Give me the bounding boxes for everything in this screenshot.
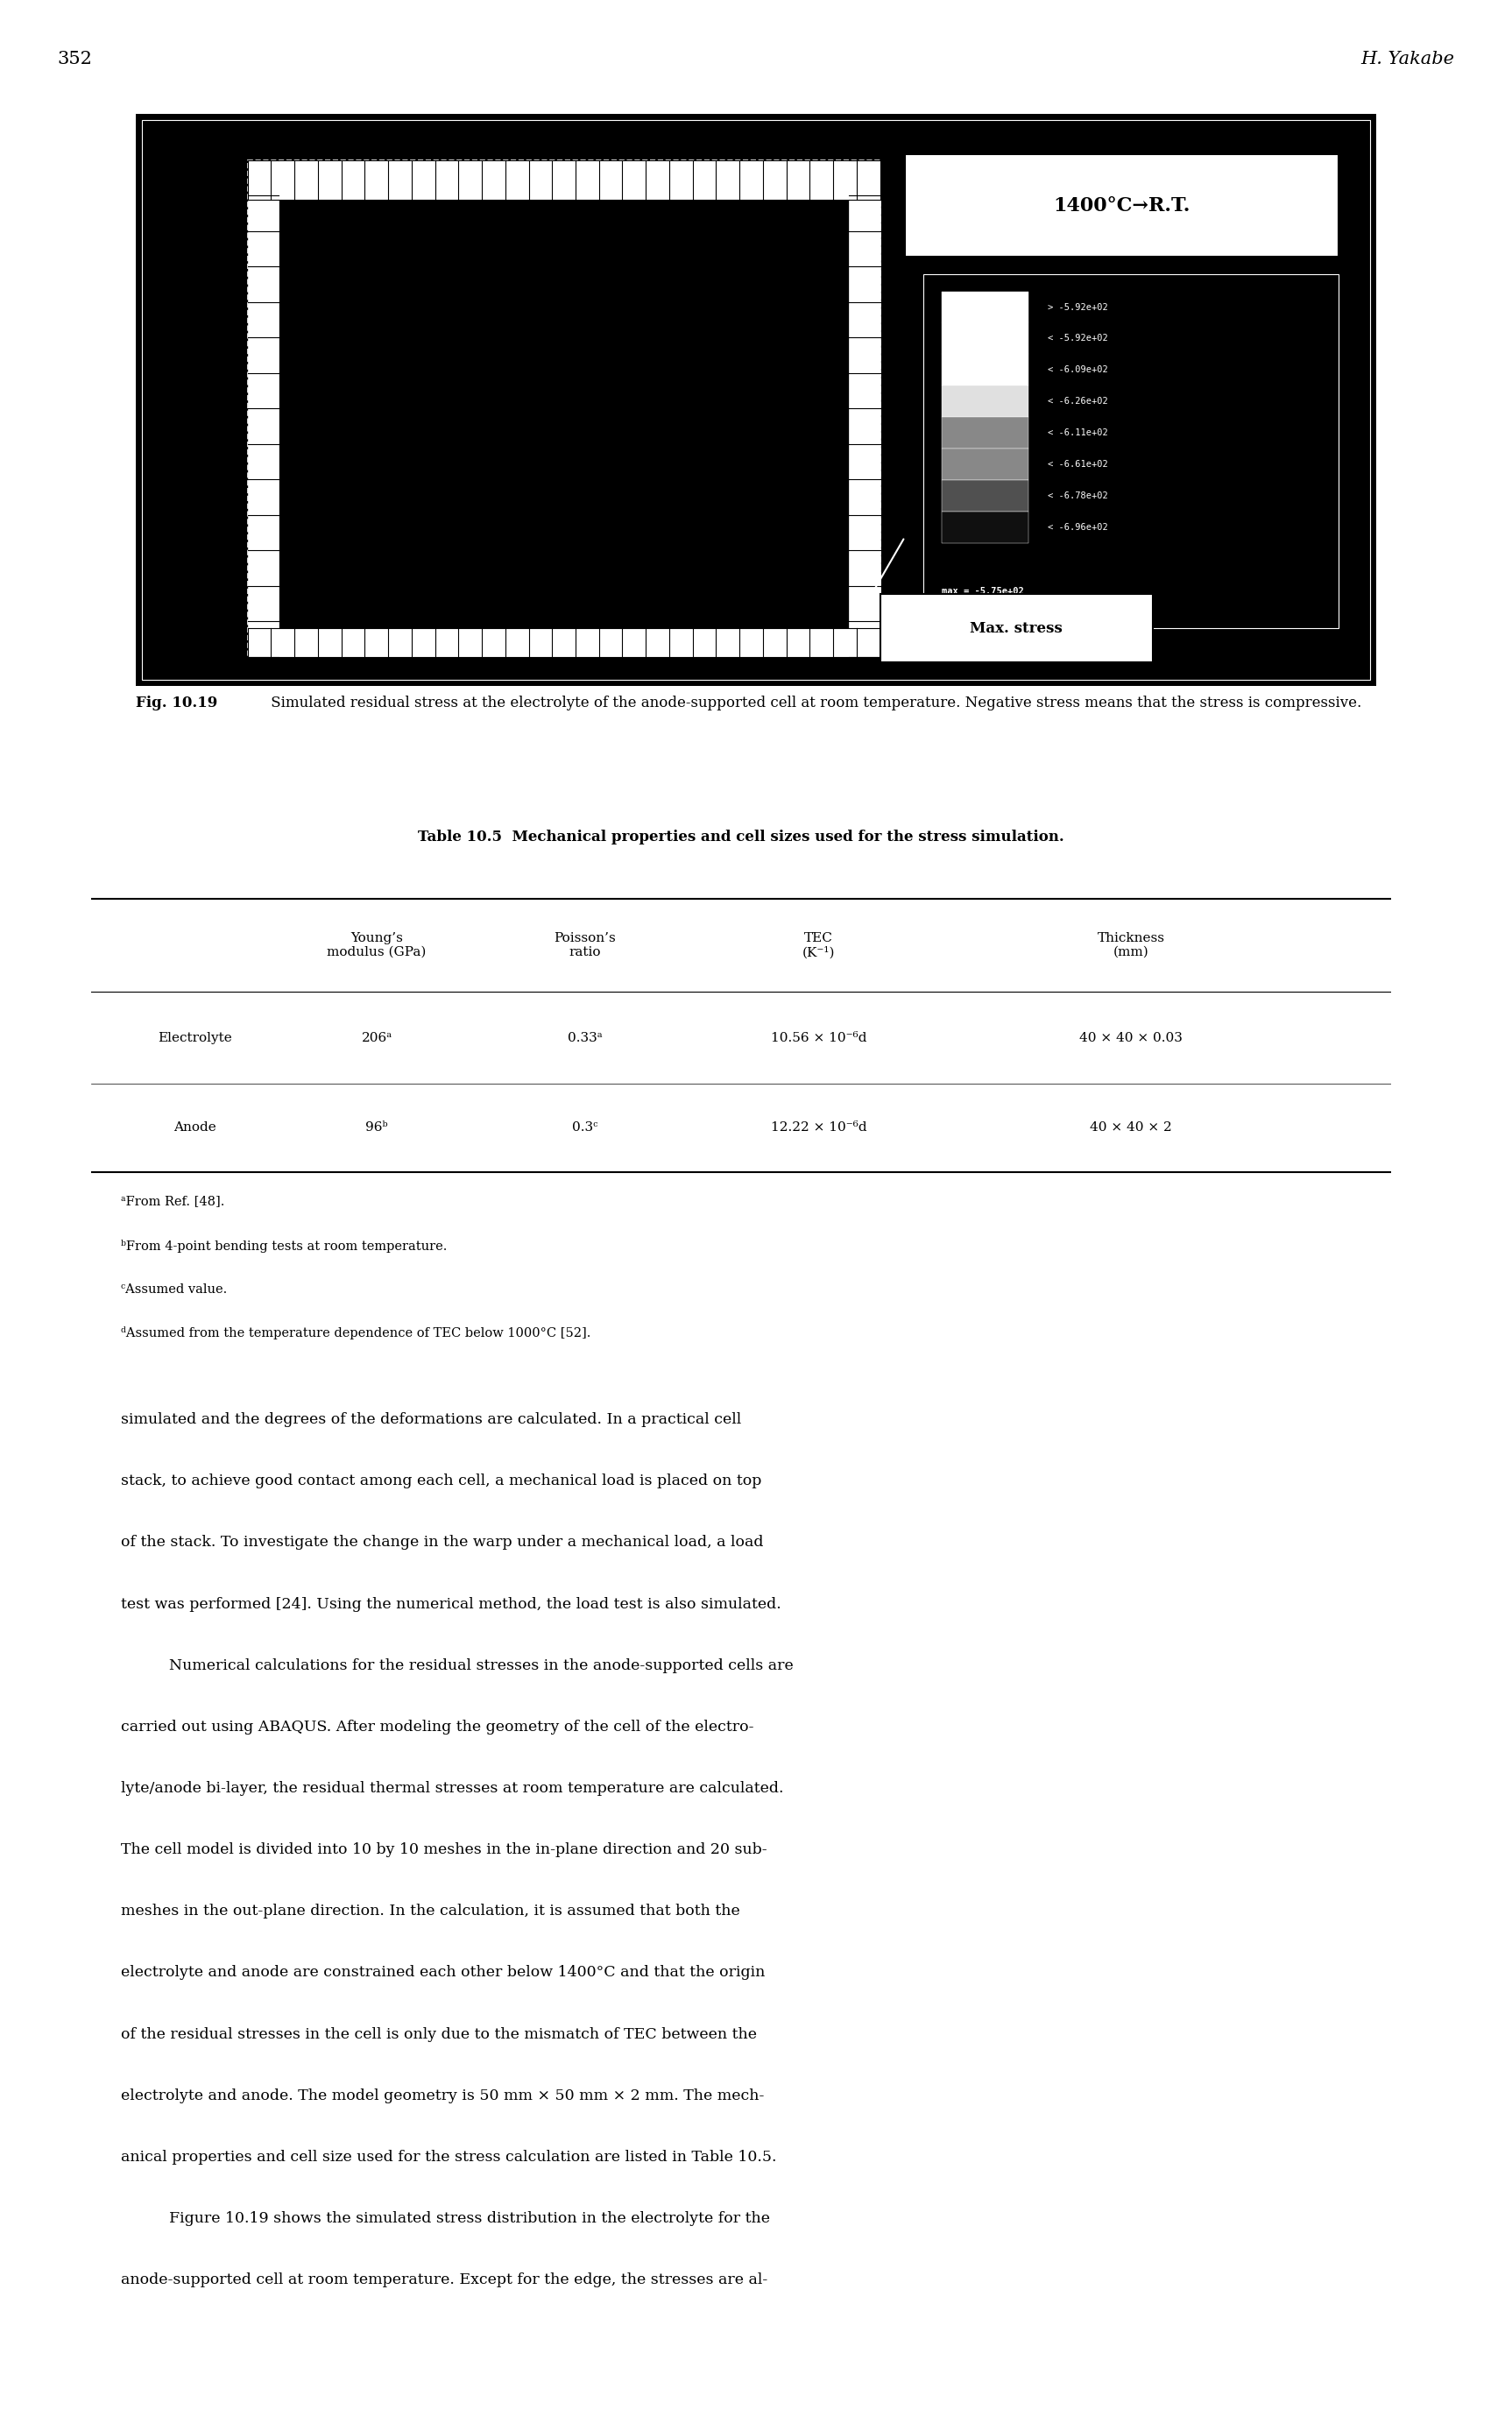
Text: Electrolyte: Electrolyte	[157, 1031, 231, 1043]
Text: Fig. 10.19: Fig. 10.19	[136, 695, 218, 710]
Text: 40 × 40 × 2: 40 × 40 × 2	[1090, 1121, 1172, 1133]
Text: meshes in the out-plane direction. In the calculation, it is assumed that both t: meshes in the out-plane direction. In th…	[121, 1903, 739, 1918]
Text: < -6.09e+02: < -6.09e+02	[1048, 365, 1108, 374]
Text: 0.33ᵃ: 0.33ᵃ	[567, 1031, 602, 1043]
Text: < -5.92e+02: < -5.92e+02	[1048, 333, 1108, 343]
Text: < -6.61e+02: < -6.61e+02	[1048, 459, 1108, 469]
Text: max = -5.75e+02: max = -5.75e+02	[942, 586, 1024, 596]
Text: 12.22 × 10⁻⁶d: 12.22 × 10⁻⁶d	[771, 1121, 866, 1133]
Text: H. Yakabe: H. Yakabe	[1361, 51, 1455, 68]
Text: Young’s
modulus (GPa): Young’s modulus (GPa)	[327, 931, 426, 958]
Bar	[880, 593, 1152, 664]
Text: carried out using ABAQUS. After modeling the geometry of the cell of the electro: carried out using ABAQUS. After modeling…	[121, 1719, 754, 1733]
Text: Simulated residual stress at the electrolyte of the anode-supported cell at room: Simulated residual stress at the electro…	[266, 695, 1361, 710]
Text: ᶜAssumed value.: ᶜAssumed value.	[121, 1284, 227, 1296]
Bar	[904, 153, 1338, 258]
Text: 352: 352	[57, 51, 92, 68]
Text: ᵈAssumed from the temperature dependence of TEC below 1000°C [52].: ᵈAssumed from the temperature dependence…	[121, 1327, 591, 1339]
Bar	[942, 511, 1028, 542]
Text: 10.56 × 10⁻⁶d: 10.56 × 10⁻⁶d	[771, 1031, 866, 1043]
Text: of the residual stresses in the cell is only due to the mismatch of TEC between : of the residual stresses in the cell is …	[121, 2027, 758, 2042]
Bar	[942, 355, 1028, 387]
Text: electrolyte and anode are constrained each other below 1400°C and that the origi: electrolyte and anode are constrained ea…	[121, 1964, 765, 1981]
Text: 206ᵃ: 206ᵃ	[361, 1031, 392, 1043]
Text: Max. stress: Max. stress	[971, 620, 1063, 637]
Text: electrolyte and anode. The model geometry is 50 mm × 50 mm × 2 mm. The mech-: electrolyte and anode. The model geometr…	[121, 2088, 764, 2103]
Text: ᵃFrom Ref. [48].: ᵃFrom Ref. [48].	[121, 1196, 225, 1208]
Text: 1400°C→R.T.: 1400°C→R.T.	[1054, 197, 1190, 216]
Text: Anode: Anode	[174, 1121, 216, 1133]
Text: simulated and the degrees of the deformations are calculated. In a practical cel: simulated and the degrees of the deforma…	[121, 1412, 741, 1427]
Text: Table 10.5  Mechanical properties and cell sizes used for the stress simulation.: Table 10.5 Mechanical properties and cel…	[417, 829, 1064, 846]
Text: 0.3ᶜ: 0.3ᶜ	[572, 1121, 597, 1133]
Text: Poisson’s
ratio: Poisson’s ratio	[553, 931, 615, 958]
Text: < -6.26e+02: < -6.26e+02	[1048, 396, 1108, 406]
Text: < -6.78e+02: < -6.78e+02	[1048, 491, 1108, 501]
Bar	[924, 275, 1338, 630]
Bar	[248, 160, 278, 656]
Text: test was performed [24]. Using the numerical method, the load test is also simul: test was performed [24]. Using the numer…	[121, 1597, 782, 1612]
Text: min = -6.96e+02: min = -6.96e+02	[942, 610, 1024, 617]
Bar	[942, 387, 1028, 418]
Bar	[942, 418, 1028, 447]
Text: TEC
(K⁻¹): TEC (K⁻¹)	[803, 931, 835, 958]
Text: anode-supported cell at room temperature. Except for the edge, the stresses are : anode-supported cell at room temperature…	[121, 2273, 768, 2288]
Text: The cell model is divided into 10 by 10 meshes in the in-plane direction and 20 : The cell model is divided into 10 by 10 …	[121, 1843, 767, 1857]
Bar	[248, 630, 880, 656]
Bar	[942, 447, 1028, 479]
Text: ᵇFrom 4-point bending tests at room temperature.: ᵇFrom 4-point bending tests at room temp…	[121, 1240, 448, 1252]
Bar	[248, 160, 880, 199]
Text: Figure 10.19 shows the simulated stress distribution in the electrolyte for the: Figure 10.19 shows the simulated stress …	[169, 2212, 770, 2227]
Text: lyte/anode bi-layer, the residual thermal stresses at room temperature are calcu: lyte/anode bi-layer, the residual therma…	[121, 1782, 783, 1797]
Text: anical properties and cell size used for the stress calculation are listed in Ta: anical properties and cell size used for…	[121, 2149, 777, 2164]
Text: stack, to achieve good contact among each cell, a mechanical load is placed on t: stack, to achieve good contact among eac…	[121, 1473, 762, 1488]
Text: Thickness
(mm): Thickness (mm)	[1098, 931, 1164, 958]
Text: 96ᵇ: 96ᵇ	[366, 1121, 389, 1133]
Bar	[942, 292, 1028, 323]
Bar	[850, 160, 880, 656]
Text: < -6.96e+02: < -6.96e+02	[1048, 523, 1108, 532]
Text: < -6.11e+02: < -6.11e+02	[1048, 428, 1108, 438]
Bar	[248, 160, 880, 656]
Bar	[942, 323, 1028, 355]
Bar	[942, 479, 1028, 511]
Text: > -5.92e+02: > -5.92e+02	[1048, 304, 1108, 311]
Text: Numerical calculations for the residual stresses in the anode-supported cells ar: Numerical calculations for the residual …	[169, 1658, 792, 1673]
Text: 40 × 40 × 0.03: 40 × 40 × 0.03	[1080, 1031, 1182, 1043]
Text: of the stack. To investigate the change in the warp under a mechanical load, a l: of the stack. To investigate the change …	[121, 1534, 764, 1551]
